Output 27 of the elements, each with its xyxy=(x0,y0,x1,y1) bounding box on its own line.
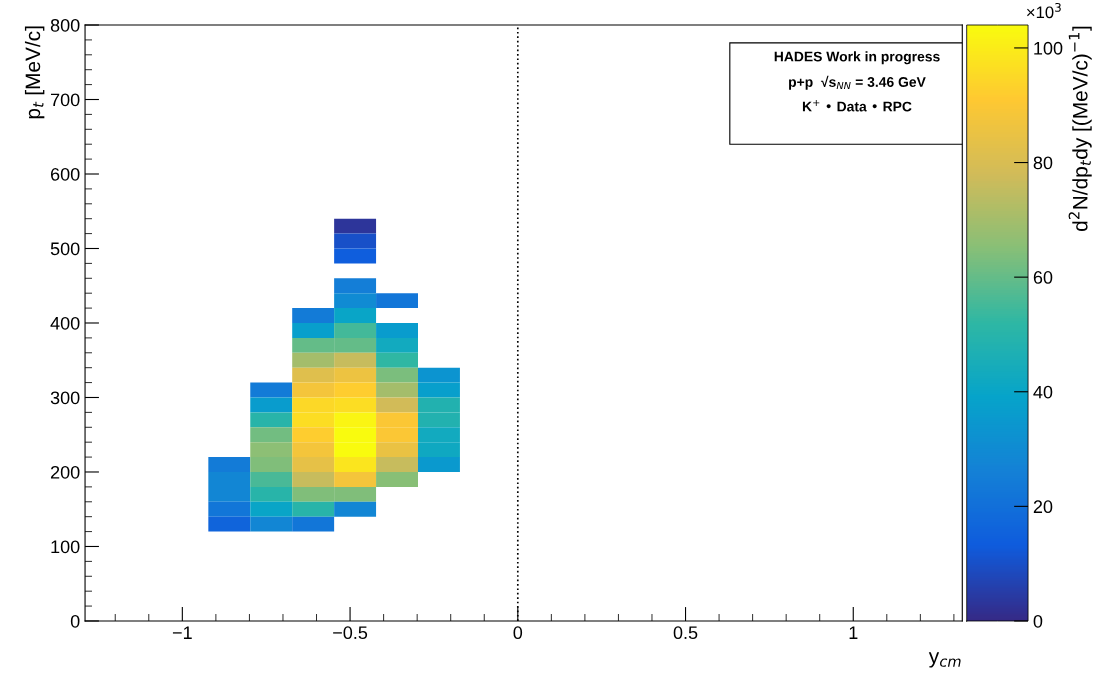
y-tick-label: 700 xyxy=(50,93,80,107)
y-tick-label: 200 xyxy=(50,465,80,479)
x-axis-title: y$_{cm}$ xyxy=(928,652,961,668)
annotation: HADES Work in progress xyxy=(774,51,940,65)
x-tick-label: 0 xyxy=(513,626,523,640)
x-tick-label: 0.5 xyxy=(673,626,698,640)
annotation: p+p √s$_{NN}$ = 3.46 GeV xyxy=(789,75,926,90)
color-bar-title: d$^{2}$N/dp$_{t}$dy [(MeV/c)$^{−1}$] xyxy=(1068,26,1092,232)
color-bar-label: 60 xyxy=(1033,271,1053,284)
annotation: K$^{+}$ • Data • RPC xyxy=(802,99,912,112)
y-tick-label: 800 xyxy=(50,18,80,32)
color-bar-label: 100 xyxy=(1034,41,1063,55)
y-axis-title: p$_{t}$ [MeV/c] xyxy=(24,26,45,119)
y-tick-label: 300 xyxy=(50,391,80,405)
y-tick-label: 500 xyxy=(50,242,80,256)
color-bar-label: 20 xyxy=(1033,500,1053,514)
y-tick-label: 400 xyxy=(50,316,80,330)
x-tick-label: 1 xyxy=(849,626,858,639)
text: ×10$^{3}$ xyxy=(1027,3,1061,19)
x-tick-label: −0.5 xyxy=(333,626,368,640)
x-tick-label: −1 xyxy=(172,626,192,639)
y-tick-label: 600 xyxy=(50,167,80,181)
color-bar-label: 0 xyxy=(1033,614,1043,628)
color-bar-label: 40 xyxy=(1033,385,1053,399)
y-tick-label: 0 xyxy=(70,614,80,628)
y-tick-label: 100 xyxy=(51,540,80,554)
color-bar-label: 80 xyxy=(1033,156,1053,170)
